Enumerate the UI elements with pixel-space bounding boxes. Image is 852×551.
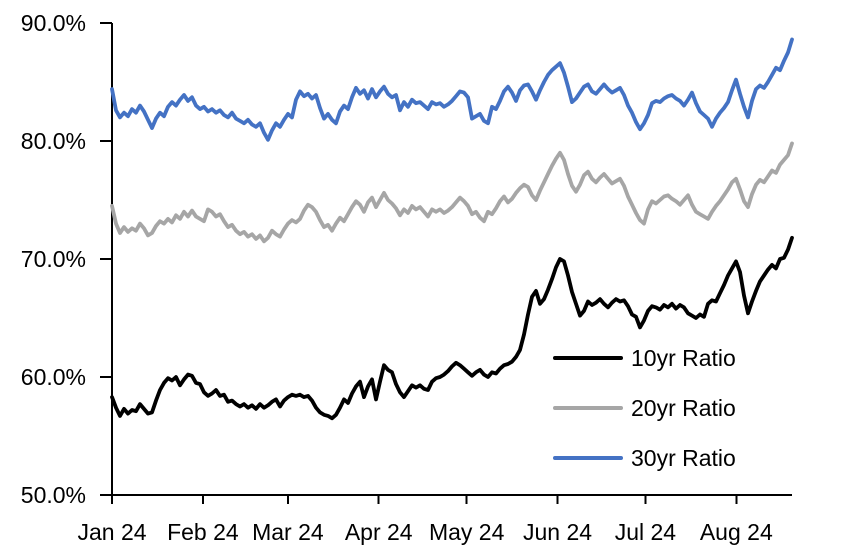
legend-item-20yr-ratio: 20yr Ratio [553,383,736,433]
y-axis-tick-label: 60.0% [21,364,86,390]
series-lines [110,37,794,421]
legend-line-swatch [553,356,623,360]
legend-label: 20yr Ratio [631,394,736,421]
x-axis-tick-label: Mar 24 [252,519,324,545]
x-axis-tick-label: Aug 24 [700,519,773,545]
y-axis-tick-label: 80.0% [21,128,86,154]
legend-item-30yr-ratio: 30yr Ratio [553,433,736,483]
legend-label: 10yr Ratio [631,344,736,371]
legend-item-10yr-ratio: 10yr Ratio [553,333,736,383]
x-axis-tick-label: Feb 24 [167,519,239,545]
y-axis-tick-label: 70.0% [21,246,86,272]
x-axis-tick-label: May 24 [429,519,505,545]
axis-labels: 90.0% 80.0% 70.0% 60.0% 50.0% Jan 24 Feb… [21,10,773,545]
axes [100,22,792,504]
x-axis-tick-label: Jul 24 [615,519,677,545]
legend-line-swatch [553,406,623,410]
x-axis-tick-label: Apr 24 [345,519,413,545]
legend-line-swatch [553,456,623,460]
legend-label: 30yr Ratio [631,444,736,471]
x-axis-tick-label: Jan 24 [77,519,146,545]
legend: 10yr Ratio 20yr Ratio 30yr Ratio [553,333,736,483]
x-axis-tick-label: Jun 24 [523,519,592,545]
y-axis-tick-label: 50.0% [21,482,86,508]
y-axis-tick-label: 90.0% [21,10,86,36]
